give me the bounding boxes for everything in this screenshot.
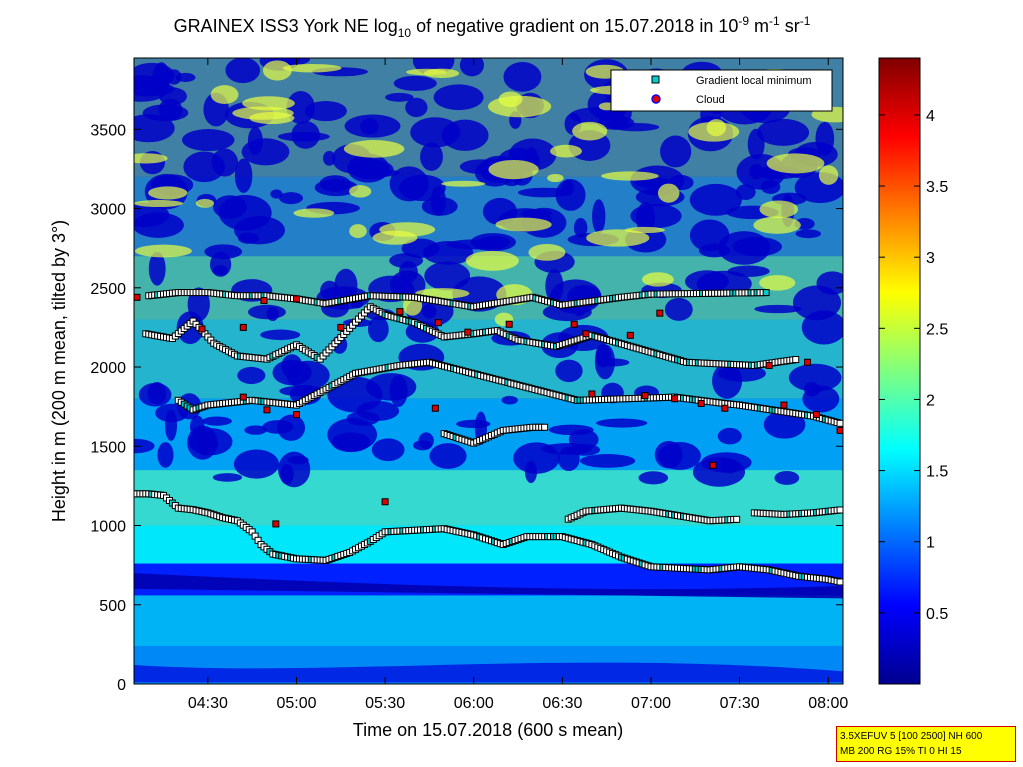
colorbar-tick-label: 3.5	[926, 179, 948, 196]
cloud-marker	[780, 401, 788, 409]
colorbar-tick-label: 4	[926, 108, 935, 125]
legend-marker-gradient-minimum	[651, 75, 660, 84]
y-tick-label: 2500	[90, 281, 126, 298]
x-tick-label: 06:30	[542, 695, 582, 712]
gradient-minimum-marker	[541, 423, 549, 431]
gradient-minimum-marker	[733, 515, 741, 523]
x-tick-label: 05:00	[276, 695, 316, 712]
cloud-marker	[765, 361, 773, 369]
cloud-marker	[626, 331, 634, 339]
heatmap	[134, 58, 843, 684]
x-tick-label: 04:30	[188, 695, 228, 712]
cloud-marker	[505, 320, 513, 328]
x-tick-label: 08:00	[808, 695, 848, 712]
colorbar-tick-label: 1.5	[926, 464, 948, 481]
y-tick-label: 1000	[90, 519, 126, 536]
cloud-marker	[812, 411, 820, 419]
cloud-marker	[260, 296, 268, 304]
colorbar: 0.5 1 1.5 2 2.5 3 3.5 4	[878, 57, 948, 685]
cloud-marker	[641, 392, 649, 400]
gradient-minimum-marker	[836, 578, 843, 586]
gradient-minimum-marker	[762, 289, 770, 297]
cloud-marker	[239, 393, 247, 401]
legend: Gradient local minimum Cloud	[610, 69, 833, 112]
gradient-minimum-marker	[836, 506, 843, 514]
info-line-1: 3.5XEFUV 5 [100 2500] NH 600	[840, 731, 983, 742]
processing-info-box: 3.5XEFUV 5 [100 2500] NH 600 MB 200 RG 1…	[836, 726, 1016, 762]
cloud-marker	[709, 461, 717, 469]
colorbar-tick-label: 2.5	[926, 321, 948, 338]
gradient-minimum-marker	[836, 419, 843, 427]
colorbar-tick-label: 0.5	[926, 606, 948, 623]
colorbar-tick-label: 2	[926, 392, 935, 409]
colorbar-tick-label: 1	[926, 535, 935, 552]
cloud-marker	[292, 411, 300, 419]
x-tick-label: 07:00	[631, 695, 671, 712]
cloud-marker	[134, 293, 141, 301]
y-tick-label: 3000	[90, 202, 126, 219]
y-tick-label: 1500	[90, 439, 126, 456]
cloud-marker	[588, 390, 596, 398]
cloud-marker	[656, 309, 664, 317]
y-tick-label: 0	[117, 677, 126, 694]
cloud-marker	[697, 399, 705, 407]
cloud-marker	[804, 358, 812, 366]
x-tick-label: 07:30	[720, 695, 760, 712]
y-tick-label: 2000	[90, 360, 126, 377]
info-line-2: MB 200 RG 15% TI 0 HI 15	[840, 746, 962, 757]
cloud-marker	[272, 520, 280, 528]
cloud-marker	[721, 404, 729, 412]
cloud-marker	[582, 330, 590, 338]
cloud-marker	[434, 319, 442, 327]
legend-label-cloud: Cloud	[696, 94, 725, 106]
cloud-marker	[198, 325, 206, 333]
cloud-marker	[671, 395, 679, 403]
legend-marker-cloud	[651, 94, 661, 104]
cloud-marker	[431, 404, 439, 412]
cloud-marker	[836, 426, 843, 434]
plot-frame	[133, 57, 844, 685]
x-tick-label: 06:00	[454, 695, 494, 712]
y-tick-label: 3500	[90, 122, 126, 139]
x-axis-label: Time on 15.07.2018 (600 s mean)	[353, 720, 624, 740]
y-tick-label: 500	[99, 598, 126, 615]
x-tick-label: 05:30	[365, 695, 405, 712]
cloud-marker	[570, 320, 578, 328]
cloud-marker	[337, 323, 345, 331]
colorbar-tick-label: 3	[926, 250, 935, 267]
cloud-marker	[464, 328, 472, 336]
chart-title: GRAINEX ISS3 York NE log10 of negative g…	[174, 14, 811, 40]
legend-label-gradient-minimum: Gradient local minimum	[696, 75, 812, 87]
cloud-marker	[239, 323, 247, 331]
cloud-marker	[381, 498, 389, 506]
cloud-marker	[263, 406, 271, 414]
y-axis-label: Height in m (200 m mean, tilted by 3°)	[49, 220, 69, 522]
cloud-marker	[292, 295, 300, 303]
cloud-marker	[396, 308, 404, 316]
gradient-minimum-marker	[792, 356, 800, 364]
